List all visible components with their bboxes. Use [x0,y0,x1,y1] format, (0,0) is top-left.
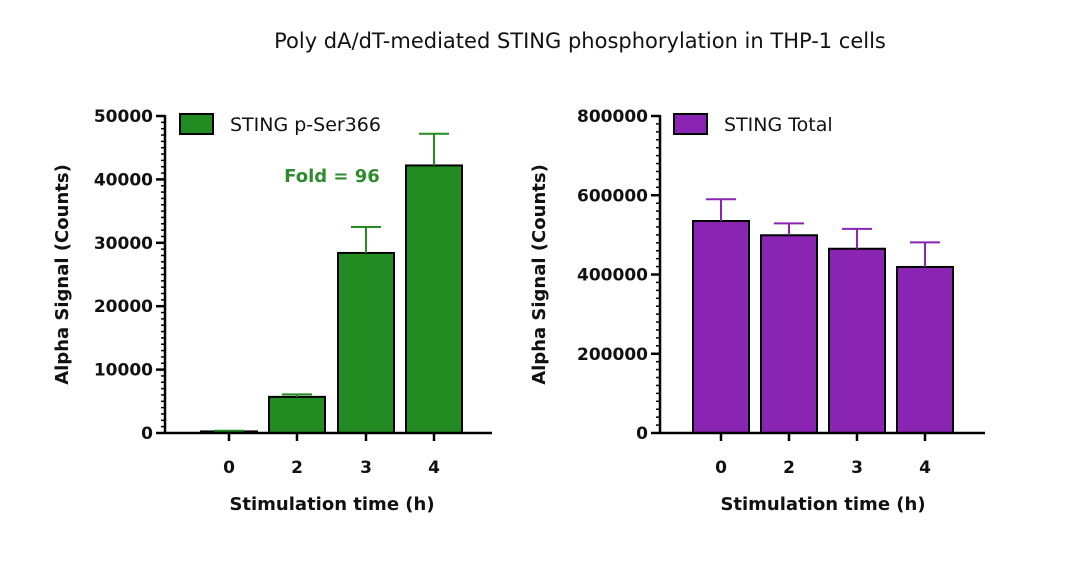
x-tick-label: 3 [851,458,863,478]
x-tick-label: 2 [291,458,303,478]
bar-4 [405,164,463,434]
y-tick-label: 10000 [94,361,153,381]
y-tick-label: 400000 [577,266,648,286]
bar-4 [896,265,954,434]
y-tick-label: 40000 [94,170,153,190]
y-axis-label: Alpha Signal (Counts) [52,164,73,385]
x-tick-label: 4 [428,458,440,478]
chart-panel-total: 0 200000 400000 600000 800000 0 2 3 4 Alpha Signa… [529,107,985,515]
chart-panel-phospho: 0 10000 20000 30000 40000 50000 0 2 3 4 Alpha Sign… [52,107,492,515]
x-axis-label: Stimulation time (h) [720,494,925,515]
bar-3 [337,251,395,434]
legend-swatch [673,113,708,135]
x-tick-label: 3 [360,458,372,478]
y-tick-label: 30000 [94,234,153,254]
x-tick-label: 4 [919,458,931,478]
legend-label: STING p-Ser366 [230,114,381,136]
y-tick-label: 800000 [577,107,648,127]
y-axis-label: Alpha Signal (Counts) [529,164,550,385]
bar-3 [828,247,886,434]
figure-title: Poly dA/dT-mediated STING phosphorylatio… [274,29,886,53]
y-tick-label: 0 [636,424,648,444]
x-tick-label: 2 [783,458,795,478]
legend-label: STING Total [724,114,833,136]
y-tick-label: 200000 [577,345,648,365]
y-tick-label: 20000 [94,297,153,317]
x-axis-label: Stimulation time (h) [229,494,434,515]
x-tick-label: 0 [715,458,727,478]
y-tick-label: 0 [141,424,153,444]
fold-annotation: Fold = 96 [284,166,380,187]
bar-2 [760,234,818,434]
legend-swatch [179,113,214,135]
y-tick-label: 50000 [94,107,153,127]
bar-0 [692,220,750,434]
y-tick-label: 600000 [577,186,648,206]
x-tick-label: 0 [223,458,235,478]
bar-2 [268,395,326,434]
